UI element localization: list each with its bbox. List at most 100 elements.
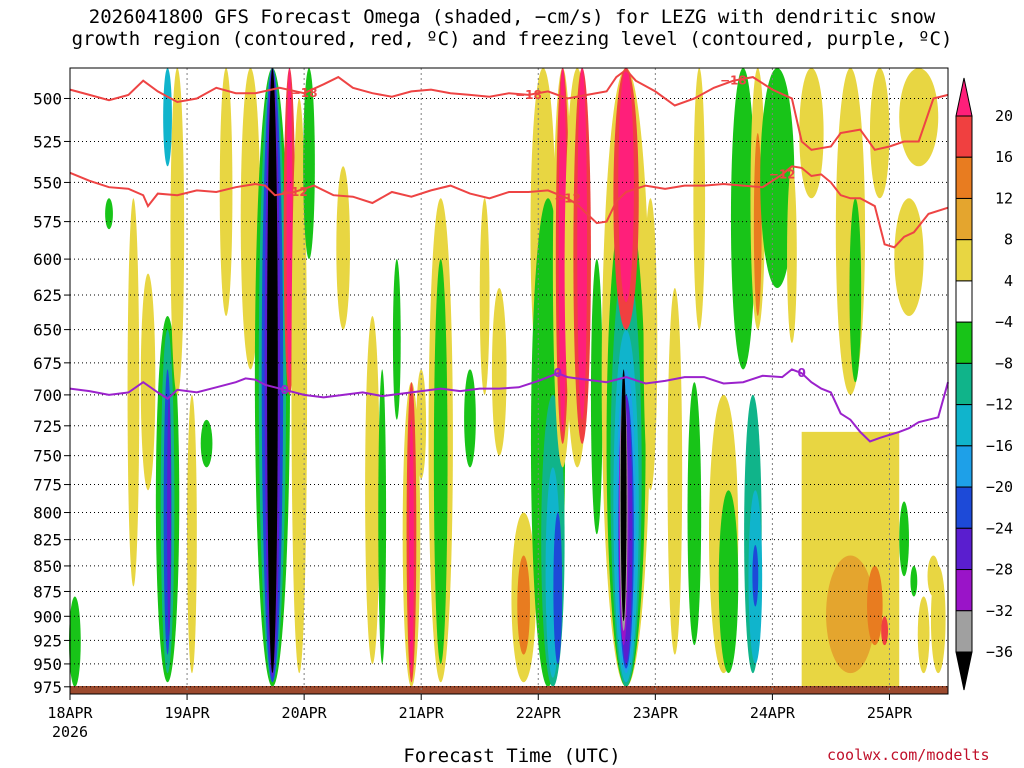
colorbar-segment [955, 197, 973, 241]
colorbar-label: −36 [986, 643, 1013, 661]
y-tick-label: 550 [33, 173, 62, 192]
credit-link[interactable]: coolwx.com/modelts [827, 746, 990, 764]
omega-cell [667, 287, 683, 655]
omega-cell [930, 565, 946, 674]
y-tick-label: 575 [33, 213, 62, 232]
colorbar-label: 20 [995, 107, 1013, 125]
omega-cell [517, 555, 530, 655]
omega-cell [378, 369, 387, 664]
frame [69, 67, 949, 695]
plot-frame [69, 67, 949, 695]
omega-cell [730, 68, 756, 370]
omega-cell [170, 68, 185, 395]
colorbar-segment [955, 527, 973, 571]
y-tick-label: 925 [33, 631, 62, 650]
omega-cell [219, 68, 233, 316]
omega-cell [200, 419, 213, 468]
y-tick-label: 900 [33, 607, 62, 626]
omega-cell [687, 382, 702, 646]
colorbar-segment [955, 321, 973, 364]
omega-cell [867, 565, 883, 646]
colorbar-min-triangle [955, 651, 973, 691]
omega-cell [826, 555, 875, 674]
colorbar-segment [955, 280, 973, 323]
omega-cell [105, 198, 113, 230]
omega-cell [620, 369, 627, 622]
y-tick-label: 700 [33, 386, 62, 405]
omega-cell [835, 68, 866, 395]
omega-cell [479, 198, 490, 395]
colorbar-segment [955, 486, 973, 529]
x-tick-label: 21APR [399, 704, 445, 722]
colorbar-label: −8 [995, 354, 1013, 372]
omega-cell [753, 133, 762, 316]
x-tick-label: 20APR [282, 704, 328, 722]
omega-cell [558, 68, 567, 432]
colorbar-label: 12 [995, 189, 1013, 207]
y-tick-label: 675 [33, 354, 62, 373]
colorbar-segment [955, 115, 973, 158]
contour-label: −12 [554, 191, 581, 205]
colorbar: 20 16 12 8 4 −4 −8 −12 −16 −20 −24 −28 −32 −36 [955, 77, 1013, 691]
y-tick-label: 750 [33, 447, 62, 466]
omega-cell [286, 68, 293, 383]
y-tick-label: 600 [33, 250, 62, 269]
omega-cell [336, 166, 350, 330]
y-tick-label: 775 [33, 476, 62, 495]
omega-cell [69, 596, 81, 687]
colorbar-label: 4 [1004, 272, 1013, 290]
omega-cell [392, 259, 401, 420]
omega-cell [240, 68, 261, 370]
x-axis-ticks: 18APR 19APR 20APR 21APR 22APR 23APR 24APR 25APR… [47, 694, 913, 741]
colorbar-segment [955, 569, 973, 612]
contour-label: −18 [720, 74, 747, 88]
contour-label: 0 [280, 383, 288, 397]
contour-label: −18 [515, 88, 542, 102]
omega-cell [409, 419, 414, 674]
omega-cell [303, 68, 315, 260]
omega-cell [910, 565, 918, 597]
omega-cell [917, 596, 930, 674]
omega-cell [752, 544, 759, 607]
omega-cell [140, 273, 156, 491]
omega-cell [267, 68, 278, 674]
contour-layer: −18 −18 −18 −12 −12 −12 0 0 0 [69, 68, 949, 443]
omega-cell [849, 198, 862, 383]
colorbar-segment [955, 362, 973, 406]
contour-label: −12 [769, 167, 796, 181]
omega-cell [799, 68, 824, 199]
y-tick-label: 525 [33, 132, 62, 151]
title-line-2: growth region (contoured, red, ºC) and f… [71, 28, 953, 50]
omega-cell [899, 501, 909, 577]
colorbar-segment [955, 239, 973, 282]
colorbar-max-triangle [955, 77, 973, 117]
x-tick-label: 22APR [516, 704, 562, 722]
omega-cell [881, 616, 889, 646]
plot-area [69, 68, 948, 694]
chart-title: 2026041800 GFS Forecast Omega (shaded, −… [0, 6, 1024, 50]
contour-line [69, 165, 949, 249]
colorbar-label: −32 [986, 602, 1013, 620]
y-tick-label: 825 [33, 531, 62, 550]
colorbar-segment [955, 610, 973, 653]
omega-cell [464, 369, 476, 468]
colorbar-label: −16 [986, 437, 1013, 455]
omega-cell [590, 259, 603, 535]
omega-cell [163, 68, 172, 167]
colorbar-label: −20 [986, 478, 1013, 496]
omega-cell [894, 198, 924, 316]
omega-cell [433, 259, 448, 664]
omega-cell [167, 394, 171, 636]
colorbar-segment [955, 445, 973, 488]
x-tick-year-label: 2026 [52, 723, 88, 741]
colorbar-label: 16 [995, 148, 1013, 166]
title-line-1: 2026041800 GFS Forecast Omega (shaded, −… [88, 6, 936, 28]
colorbar-segment [955, 156, 973, 199]
omega-cell [869, 68, 890, 199]
omega-cell [787, 166, 797, 344]
colorbar-label: −28 [986, 561, 1013, 579]
omega-cell [187, 394, 197, 674]
contour-label: −12 [281, 185, 308, 199]
contour-line [69, 68, 949, 151]
